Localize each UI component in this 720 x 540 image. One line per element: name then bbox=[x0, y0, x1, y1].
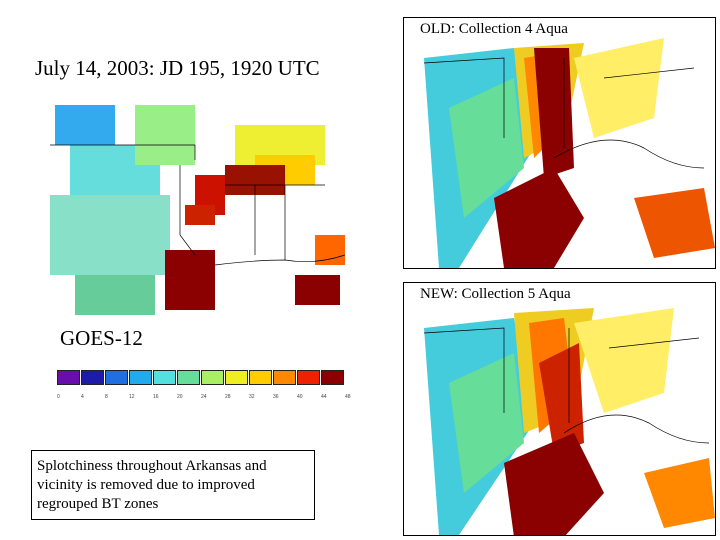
new-collection-map bbox=[423, 303, 715, 535]
colorbar-tick: 32 bbox=[249, 394, 255, 400]
colorbar-swatch bbox=[129, 370, 152, 385]
colorbar-swatch bbox=[81, 370, 104, 385]
old-collection-label: OLD: Collection 4 Aqua bbox=[420, 21, 568, 37]
old-collection-map bbox=[423, 33, 715, 268]
new-collection-label: NEW: Collection 5 Aqua bbox=[420, 286, 571, 302]
colorbar-tick: 28 bbox=[225, 394, 231, 400]
colorbar-tick: 0 bbox=[57, 394, 60, 400]
goes-12-map bbox=[45, 85, 350, 350]
colorbar-tick: 44 bbox=[321, 394, 327, 400]
colorbar-swatch bbox=[57, 370, 80, 385]
new-collection-panel: NEW: Collection 5 Aqua bbox=[403, 282, 716, 536]
colorbar-swatch bbox=[105, 370, 128, 385]
colorbar-swatch bbox=[297, 370, 320, 385]
colorbar-tick: 8 bbox=[105, 394, 108, 400]
note-box: Splotchiness throughout Arkansas and vic… bbox=[31, 450, 315, 520]
colorbar-tick: 12 bbox=[129, 394, 135, 400]
colorbar-swatch bbox=[177, 370, 200, 385]
old-collection-panel: OLD: Collection 4 Aqua bbox=[403, 17, 716, 269]
colorbar-tick: 20 bbox=[177, 394, 183, 400]
colorbar-tick: 36 bbox=[273, 394, 279, 400]
colorbar-tick: 48 bbox=[345, 394, 351, 400]
page-title: July 14, 2003: JD 195, 1920 UTC bbox=[35, 56, 320, 80]
colorbar-swatch bbox=[201, 370, 224, 385]
colorbar-tick: 40 bbox=[297, 394, 303, 400]
colorbar-tick: 16 bbox=[153, 394, 159, 400]
colorbar-swatch bbox=[153, 370, 176, 385]
goes-12-label: GOES-12 bbox=[57, 326, 146, 351]
colorbar-swatch bbox=[249, 370, 272, 385]
colorbar-swatch bbox=[225, 370, 248, 385]
colorbar-tick: 4 bbox=[81, 394, 84, 400]
colorbar-tick: 24 bbox=[201, 394, 207, 400]
colorbar-swatch bbox=[321, 370, 344, 385]
colorbar-swatch bbox=[273, 370, 296, 385]
